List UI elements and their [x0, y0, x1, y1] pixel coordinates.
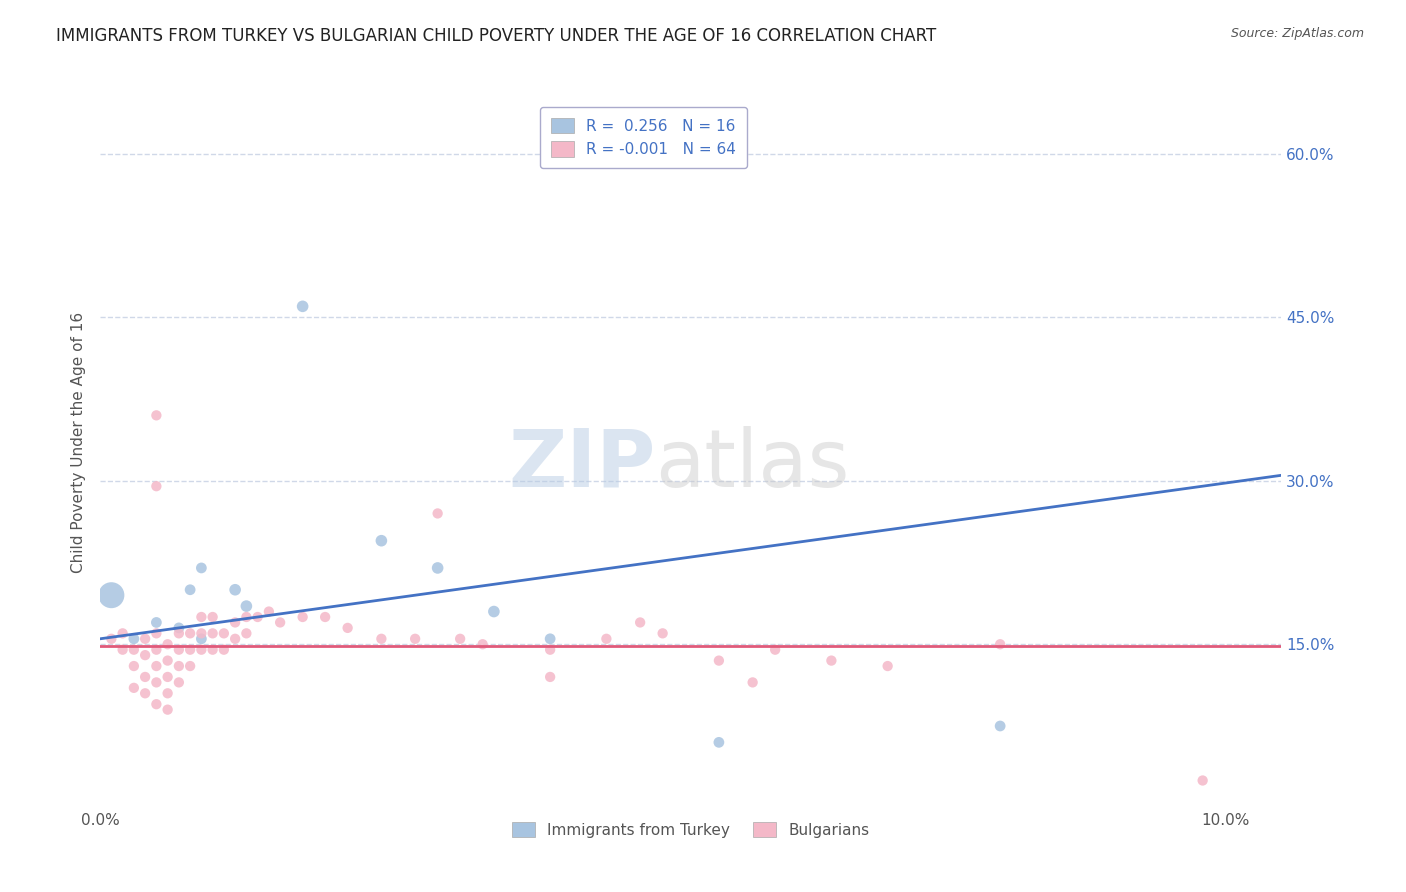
Point — [269, 615, 291, 630]
Point — [763, 642, 786, 657]
Point — [156, 670, 179, 684]
Point — [741, 675, 763, 690]
Point — [370, 632, 392, 646]
Point — [235, 610, 257, 624]
Point — [201, 610, 224, 624]
Point — [707, 654, 730, 668]
Point — [190, 626, 212, 640]
Point — [291, 299, 314, 313]
Point — [538, 670, 561, 684]
Point — [111, 642, 134, 657]
Point — [538, 632, 561, 646]
Text: Source: ZipAtlas.com: Source: ZipAtlas.com — [1230, 27, 1364, 40]
Point — [145, 409, 167, 423]
Point — [707, 735, 730, 749]
Point — [595, 632, 617, 646]
Point — [156, 686, 179, 700]
Point — [224, 582, 246, 597]
Point — [291, 610, 314, 624]
Point — [122, 642, 145, 657]
Point — [134, 632, 156, 646]
Legend: Immigrants from Turkey, Bulgarians: Immigrants from Turkey, Bulgarians — [506, 815, 876, 844]
Point — [201, 642, 224, 657]
Point — [224, 632, 246, 646]
Point — [246, 610, 269, 624]
Point — [145, 642, 167, 657]
Point — [190, 642, 212, 657]
Point — [145, 659, 167, 673]
Point — [134, 686, 156, 700]
Point — [314, 610, 336, 624]
Point — [482, 605, 505, 619]
Point — [471, 637, 494, 651]
Point — [224, 615, 246, 630]
Point — [404, 632, 426, 646]
Point — [212, 626, 235, 640]
Point — [111, 626, 134, 640]
Point — [190, 561, 212, 575]
Point — [820, 654, 842, 668]
Point — [167, 626, 190, 640]
Point — [145, 675, 167, 690]
Point — [190, 610, 212, 624]
Point — [988, 637, 1011, 651]
Point — [167, 621, 190, 635]
Point — [145, 626, 167, 640]
Point — [426, 507, 449, 521]
Point — [134, 670, 156, 684]
Point — [156, 637, 179, 651]
Point — [167, 659, 190, 673]
Y-axis label: Child Poverty Under the Age of 16: Child Poverty Under the Age of 16 — [72, 312, 86, 574]
Point — [179, 642, 201, 657]
Point — [179, 626, 201, 640]
Point — [145, 697, 167, 711]
Point — [167, 642, 190, 657]
Point — [538, 642, 561, 657]
Point — [145, 615, 167, 630]
Point — [651, 626, 673, 640]
Point — [370, 533, 392, 548]
Point — [449, 632, 471, 646]
Point — [122, 681, 145, 695]
Point — [100, 632, 122, 646]
Point — [156, 654, 179, 668]
Text: atlas: atlas — [655, 425, 849, 503]
Point — [988, 719, 1011, 733]
Point — [179, 582, 201, 597]
Point — [190, 632, 212, 646]
Point — [235, 599, 257, 613]
Point — [134, 648, 156, 662]
Point — [167, 675, 190, 690]
Point — [145, 479, 167, 493]
Point — [628, 615, 651, 630]
Point — [156, 703, 179, 717]
Point — [257, 605, 280, 619]
Point — [1191, 773, 1213, 788]
Point — [122, 632, 145, 646]
Point — [201, 626, 224, 640]
Text: IMMIGRANTS FROM TURKEY VS BULGARIAN CHILD POVERTY UNDER THE AGE OF 16 CORRELATIO: IMMIGRANTS FROM TURKEY VS BULGARIAN CHIL… — [56, 27, 936, 45]
Point — [122, 659, 145, 673]
Point — [336, 621, 359, 635]
Point — [876, 659, 898, 673]
Point — [235, 626, 257, 640]
Text: ZIP: ZIP — [508, 425, 655, 503]
Point — [100, 588, 122, 602]
Point — [426, 561, 449, 575]
Point — [212, 642, 235, 657]
Point — [179, 659, 201, 673]
